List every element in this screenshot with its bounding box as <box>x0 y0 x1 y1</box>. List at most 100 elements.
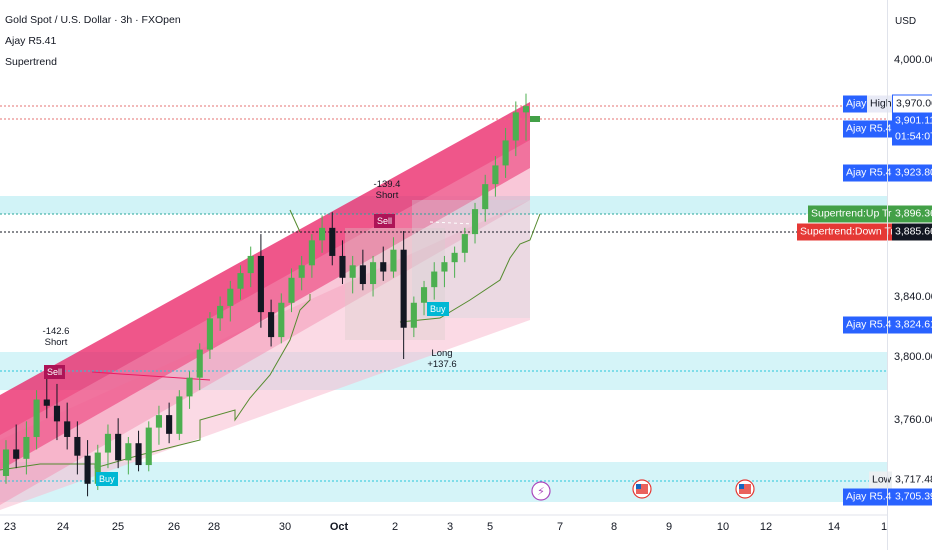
candle-body[interactable] <box>23 436 30 459</box>
indicator-ajay[interactable]: Ajay R5.41 <box>5 35 57 47</box>
candle-body[interactable] <box>268 312 275 338</box>
candle-body[interactable] <box>512 112 519 141</box>
buy-signal-1[interactable]: Buy <box>427 302 449 316</box>
candle-body[interactable] <box>135 443 142 466</box>
candle-body[interactable] <box>502 140 509 166</box>
price-chart[interactable]: ⚡ <box>0 0 887 550</box>
candle-body[interactable] <box>298 265 305 278</box>
candle-body[interactable] <box>43 399 50 406</box>
candle-body[interactable] <box>451 252 458 263</box>
candle-body[interactable] <box>461 234 468 253</box>
ajay-tag-last[interactable]: Ajay R5.41 <box>843 120 901 138</box>
symbol-title[interactable]: Gold Spot / U.S. Dollar · 3h · FXOpen <box>5 14 181 26</box>
x-tick: 23 <box>3 521 17 533</box>
candle-body[interactable] <box>217 305 224 319</box>
candle-body[interactable] <box>247 255 254 274</box>
long-trade-label: Long <box>431 348 453 359</box>
price-ajay-1: 3,923.80 <box>892 164 932 182</box>
candle-body[interactable] <box>359 265 366 285</box>
candle-body[interactable] <box>13 449 20 459</box>
channel-band-light <box>0 140 530 505</box>
candle-body[interactable] <box>64 421 71 437</box>
candle-body[interactable] <box>155 415 162 428</box>
us-flag-event-icon-2[interactable] <box>735 479 755 499</box>
short-trade-2-label: Short <box>375 190 399 201</box>
x-tick: 12 <box>759 521 773 533</box>
candle-body[interactable] <box>492 165 499 185</box>
candle-body[interactable] <box>257 255 264 313</box>
ajay-tag-2[interactable]: Ajay R5.41 <box>843 316 901 334</box>
candle-body[interactable] <box>2 449 10 476</box>
price-high: 3,970.06 <box>892 94 932 114</box>
ajay-tag-3[interactable]: Ajay R5.41 <box>843 488 901 506</box>
candle-body[interactable] <box>94 452 101 484</box>
short-trade-1-label: Short <box>44 337 68 348</box>
supertrend-down-tag[interactable]: Supertrend:Down Trend <box>797 223 915 241</box>
candle-body[interactable] <box>166 415 173 434</box>
candle-body[interactable] <box>410 302 417 328</box>
candle-body[interactable] <box>308 240 315 266</box>
supertrend-short-line <box>289 209 301 233</box>
currency-label[interactable]: USD <box>895 16 917 27</box>
ajay-tag-1[interactable]: Ajay R5.41 <box>843 164 901 182</box>
x-tick: 8 <box>610 521 618 533</box>
price-supertrend-down: 3,885.66 <box>892 223 932 241</box>
candle-body[interactable] <box>370 262 377 285</box>
candle-body[interactable] <box>390 249 397 272</box>
y-tick-3840: 3,840.00 <box>894 291 932 303</box>
candle-body[interactable] <box>441 262 448 272</box>
candle-body[interactable] <box>349 265 356 278</box>
candle-body[interactable] <box>84 455 91 484</box>
trade-line-2 <box>429 221 476 225</box>
candle-body[interactable] <box>186 377 193 397</box>
candle-body[interactable] <box>471 209 479 235</box>
candle-body[interactable] <box>206 318 213 350</box>
zone-lower <box>0 462 887 502</box>
candle-body[interactable] <box>115 433 122 461</box>
candle-body[interactable] <box>339 255 346 278</box>
candle-body[interactable] <box>53 405 61 422</box>
x-tick: 1 <box>880 521 888 533</box>
candle-body[interactable] <box>125 443 132 461</box>
candle-body[interactable] <box>196 349 203 378</box>
sell-signal-2[interactable]: Sell <box>374 214 396 228</box>
supertrend-up-tag[interactable]: Supertrend:Up Trend <box>808 205 913 223</box>
candle-body[interactable] <box>176 396 183 434</box>
buy-signal-2[interactable]: Buy <box>96 472 118 486</box>
chart-legend: Gold Spot / U.S. Dollar · 3h · FXOpen Aj… <box>5 10 181 73</box>
last-candle-marker <box>530 116 540 122</box>
short-trade-1: -142.6 Short <box>43 326 70 348</box>
candle-body[interactable] <box>329 227 336 256</box>
candle-body[interactable] <box>482 184 489 210</box>
flash-event-icon[interactable]: ⚡ <box>531 481 551 501</box>
candle-body[interactable] <box>400 249 407 328</box>
candle-body[interactable] <box>380 262 387 272</box>
candle-body[interactable] <box>145 427 152 466</box>
candle-body[interactable] <box>237 273 244 289</box>
x-tick: 7 <box>556 521 564 533</box>
channel-lower-band <box>0 200 530 510</box>
price-ajay-3: 3,705.39 <box>892 488 932 506</box>
sell-signal-1[interactable]: Sell <box>44 365 66 379</box>
y-tick-3760: 3,760.00 <box>894 414 932 426</box>
x-tick: 30 <box>278 521 292 533</box>
short-trade-2-value: -139.4 <box>373 179 401 190</box>
candle-body[interactable] <box>522 106 530 113</box>
x-tick: 26 <box>167 521 181 533</box>
range-box-2 <box>412 200 530 318</box>
price-ajay-2: 3,824.61 <box>892 316 932 334</box>
candle-body[interactable] <box>431 271 438 288</box>
candle-body[interactable] <box>33 399 40 437</box>
candle-body[interactable] <box>288 277 295 303</box>
candle-body[interactable] <box>74 436 81 456</box>
us-flag-event-icon[interactable] <box>632 479 652 499</box>
candle-body[interactable] <box>104 433 112 453</box>
candle-body[interactable] <box>420 287 428 303</box>
candle-body[interactable] <box>227 288 234 306</box>
candle-body[interactable] <box>319 227 326 241</box>
svg-text:⚡: ⚡ <box>537 485 545 498</box>
price-countdown: 01:54:07 <box>892 128 932 146</box>
indicator-supertrend[interactable]: Supertrend <box>5 56 57 68</box>
x-tick: 28 <box>207 521 221 533</box>
candle-body[interactable] <box>278 302 285 338</box>
